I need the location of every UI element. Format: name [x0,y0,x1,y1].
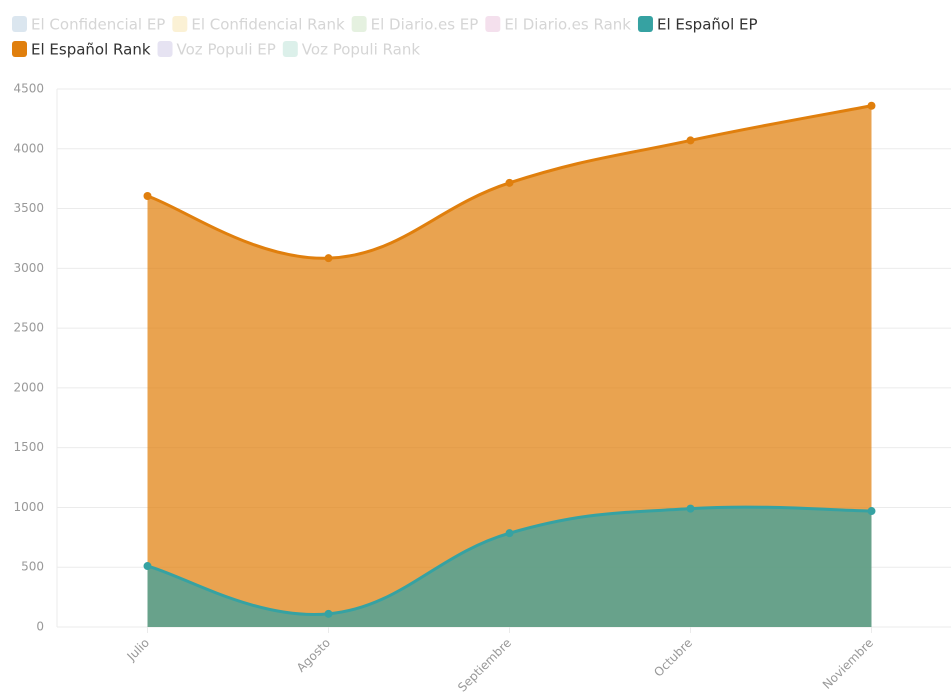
legend-item[interactable]: El Diario.es Rank [485,16,631,34]
legend-item[interactable]: El Confidencial EP [12,16,165,34]
y-tick-label: 1000 [13,500,44,514]
point [686,136,695,145]
point [324,254,333,263]
point [505,178,514,187]
legend-item[interactable]: El Confidencial Rank [172,16,345,34]
x-tick-label: Octubre [651,636,695,680]
legend-swatch [12,16,27,32]
y-tick-label: 500 [21,560,44,574]
legend-label: El Confidencial EP [31,16,165,34]
legend-item[interactable]: El Diario.es EP [351,16,479,34]
y-tick-label: 3000 [13,261,44,275]
legend-swatch [12,41,27,57]
point [505,529,514,538]
legend-swatch [172,16,188,32]
point [867,101,876,110]
legend-swatch [157,41,173,57]
legend-label: El Español Rank [31,41,151,59]
legend-label: El Diario.es Rank [504,16,631,34]
y-tick-label: 4500 [13,82,44,96]
area-fill [147,105,872,627]
y-tick-label: 0 [36,620,44,634]
legend-swatch [282,41,298,57]
legend-swatch [637,16,653,32]
y-tick-label: 3500 [13,201,44,215]
y-tick-label: 1500 [13,440,44,454]
area-fill [147,507,872,627]
legend-label: El Confidencial Rank [191,16,345,34]
legend-item[interactable]: El Español Rank [12,41,151,59]
y-tick-label: 4000 [13,141,44,155]
y-tick-label: 2500 [13,321,44,335]
point [324,609,333,618]
legend-label: El Español EP [657,16,758,34]
legend-item[interactable]: Voz Populi EP [157,41,276,59]
x-tick-label: Julio [124,636,152,664]
point [686,504,695,513]
legend-item[interactable]: Voz Populi Rank [282,41,421,59]
x-tick-label: Agosto [294,636,333,675]
x-tick-label: Septiembre [455,636,514,695]
legend-label: El Diario.es EP [371,16,479,34]
legend-swatch [351,16,367,32]
x-tick-label: Noviembre [820,636,876,692]
legend-item[interactable]: El Español EP [637,16,758,34]
legend-label: Voz Populi Rank [302,41,421,59]
legend-label: Voz Populi EP [177,41,276,59]
point [867,507,876,516]
point [143,562,152,571]
y-tick-label: 2000 [13,380,44,394]
legend-swatch [485,16,501,32]
point [143,192,152,201]
